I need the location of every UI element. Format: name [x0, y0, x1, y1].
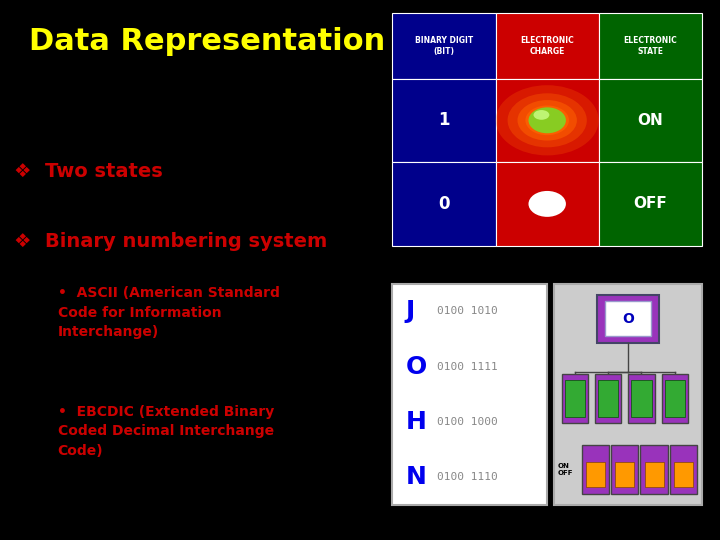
Bar [392, 78, 495, 162]
Text: ELECTRONIC
STATE: ELECTRONIC STATE [624, 36, 678, 56]
Text: O: O [405, 355, 427, 379]
Bar [562, 374, 588, 423]
Bar [586, 462, 605, 487]
Text: •  ASCII (American Standard
Code for Information
Interchange): • ASCII (American Standard Code for Info… [58, 286, 279, 339]
Bar [605, 301, 652, 336]
Bar [392, 284, 547, 505]
Text: J: J [405, 299, 415, 323]
Bar [662, 374, 688, 423]
Ellipse shape [528, 107, 566, 133]
Text: 0100 1110: 0100 1110 [437, 472, 498, 482]
Bar [611, 445, 638, 494]
Text: ❖  Binary numbering system: ❖ Binary numbering system [14, 232, 328, 251]
Text: 0100 1010: 0100 1010 [437, 306, 498, 316]
Text: N: N [405, 465, 426, 489]
Bar [554, 284, 702, 505]
Text: 1: 1 [438, 111, 450, 129]
Bar [392, 162, 495, 246]
Text: OFF: OFF [634, 197, 667, 211]
Bar [597, 295, 660, 343]
Text: •  EBCDIC (Extended Binary
Coded Decimal Interchange
Code): • EBCDIC (Extended Binary Coded Decimal … [58, 405, 274, 458]
Text: ❖  Two states: ❖ Two states [14, 162, 163, 181]
Text: ON
OFF: ON OFF [558, 463, 574, 476]
Bar [598, 380, 618, 417]
Bar [495, 162, 599, 246]
Ellipse shape [518, 100, 577, 140]
Bar [599, 14, 702, 78]
Text: Data Representation: Data Representation [29, 27, 385, 56]
Text: 0100 1111: 0100 1111 [437, 361, 498, 372]
Bar [599, 162, 702, 246]
Bar [631, 380, 652, 417]
Bar [641, 445, 667, 494]
Text: O: O [622, 312, 634, 326]
Text: BINARY DIGIT
(BIT): BINARY DIGIT (BIT) [415, 36, 473, 56]
Bar [670, 445, 697, 494]
Bar [582, 445, 609, 494]
Text: 0: 0 [438, 195, 450, 213]
Bar [665, 380, 685, 417]
Text: ON: ON [637, 113, 663, 128]
Bar [599, 78, 702, 162]
Ellipse shape [526, 105, 569, 135]
Ellipse shape [534, 110, 549, 120]
Ellipse shape [528, 191, 566, 217]
Ellipse shape [508, 93, 587, 147]
Text: 0100 1000: 0100 1000 [437, 417, 498, 427]
Bar [392, 14, 495, 78]
Bar [495, 14, 599, 78]
Bar [564, 380, 585, 417]
Bar [495, 78, 599, 162]
Bar [628, 374, 654, 423]
Text: ELECTRONIC
CHARGE: ELECTRONIC CHARGE [521, 36, 574, 56]
Bar [674, 462, 693, 487]
Bar [595, 374, 621, 423]
Bar [615, 462, 634, 487]
Ellipse shape [496, 85, 599, 156]
Text: H: H [405, 410, 426, 434]
Bar [644, 462, 664, 487]
